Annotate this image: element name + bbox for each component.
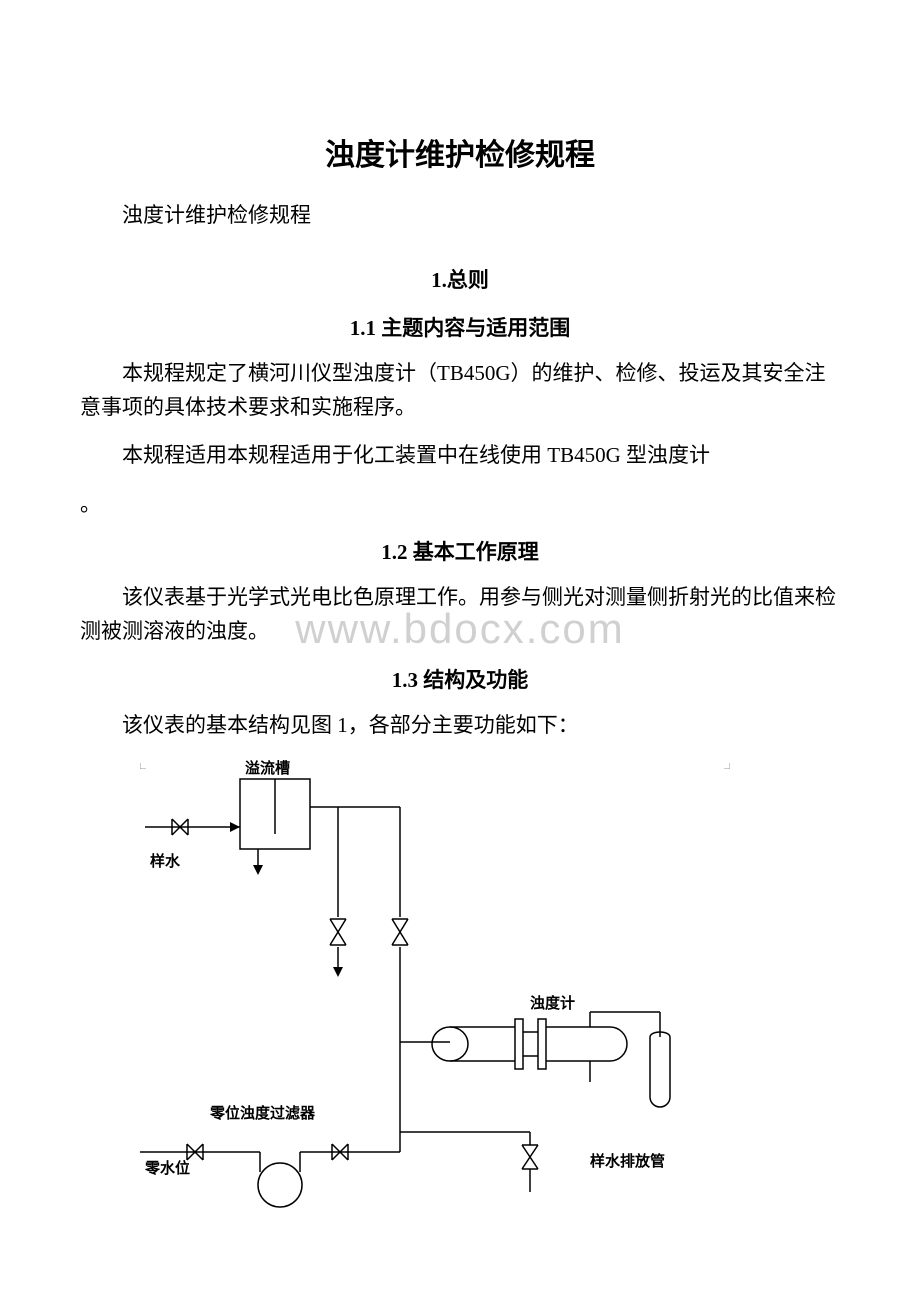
section-1-1-heading: 1.1 主题内容与适用范围 [80, 312, 840, 342]
label-zero-filter: 零位浊度过滤器 [210, 1102, 315, 1123]
paragraph-1-1-2a: 本规程适用本规程适用于化工装置中在线使用 TB450G 型浊度计 [80, 439, 840, 473]
section-1-2-heading: 1.2 基本工作原理 [80, 536, 840, 566]
section-1-3-heading: 1.3 结构及功能 [80, 664, 840, 694]
label-overflow-tank: 溢流槽 [245, 757, 290, 778]
paragraph-1-2-1: 该仪表基于光学式光电比色原理工作。用参与侧光对测量侧折射光的比值来检测被测溶液的… [80, 581, 840, 648]
label-turbidity-meter: 浊度计 [530, 992, 575, 1013]
label-zero-level: 零水位 [145, 1157, 190, 1178]
paragraph-1-1-1: 本规程规定了横河川仪型浊度计（TB450G）的维护、检修、投运及其安全注意事项的… [80, 357, 840, 424]
document-subtitle: 浊度计维护检修规程 [80, 199, 840, 229]
diagram-svg [80, 757, 840, 1237]
document-title: 浊度计维护检修规程 [80, 130, 840, 174]
label-sample-water: 样水 [150, 850, 180, 871]
label-discharge-pipe: 样水排放管 [590, 1150, 665, 1171]
paragraph-1-1-2b: 。 [80, 488, 840, 522]
document-content: 浊度计维护检修规程 浊度计维护检修规程 1.总则 1.1 主题内容与适用范围 本… [80, 130, 840, 1237]
figure-1-diagram: 溢流槽 样水 浊度计 零位浊度过滤器 零水位 样水排放管 [80, 757, 840, 1237]
paragraph-1-3-1: 该仪表的基本结构见图 1，各部分主要功能如下： [80, 709, 840, 743]
section-1-heading: 1.总则 [80, 264, 840, 294]
